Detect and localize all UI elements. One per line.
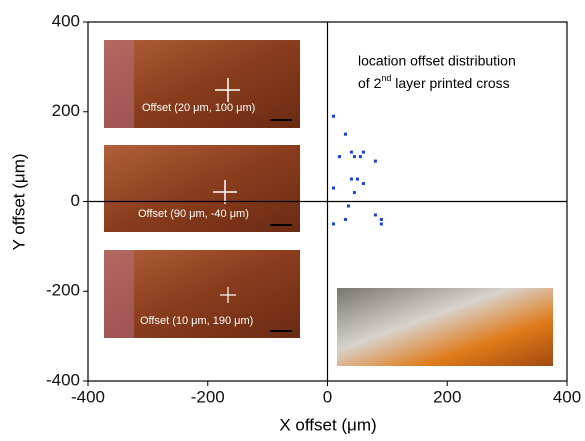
x-axis-label: X offset (μm): [279, 415, 376, 434]
annotation-part: of 2: [358, 75, 382, 91]
point: [349, 177, 353, 181]
point: [349, 150, 353, 154]
annotation: of 2nd layer printed cross: [358, 73, 510, 90]
point: [343, 217, 347, 221]
point: [358, 155, 362, 159]
y-tick-label: 200: [52, 101, 80, 120]
point: [361, 150, 365, 154]
inset-photo: Offset (10 μm, 190 μm): [104, 250, 300, 338]
x-tick-label: 400: [553, 387, 581, 406]
point: [343, 132, 347, 136]
point: [331, 222, 335, 226]
inset-photo: Offset (20 μm, 100 μm): [104, 40, 300, 128]
x-tick-label: -400: [71, 387, 105, 406]
x-tick-label: 0: [323, 387, 332, 406]
inset-label: Offset (90 μm, -40 μm): [138, 208, 249, 220]
annotation: location offset distribution: [358, 53, 516, 69]
y-tick-label: 400: [52, 11, 80, 30]
point: [355, 177, 359, 181]
y-tick-label: -400: [46, 370, 80, 389]
point: [331, 114, 335, 118]
point: [373, 213, 377, 217]
point: [361, 182, 365, 186]
point: [379, 222, 383, 226]
machine-photo: [337, 288, 553, 366]
point: [352, 155, 356, 159]
annotation-part: layer printed cross: [391, 75, 509, 91]
y-tick-label: -200: [46, 281, 80, 300]
point: [373, 159, 377, 163]
point: [379, 217, 383, 221]
point: [337, 155, 341, 159]
point: [346, 204, 350, 208]
inset-photo: Offset (90 μm, -40 μm): [104, 145, 300, 232]
annotation-sup: nd: [381, 73, 391, 83]
y-axis-label: Y offset (μm): [9, 153, 28, 250]
inset-label: Offset (20 μm, 100 μm): [142, 102, 255, 114]
x-tick-label: -200: [191, 387, 225, 406]
x-tick-label: 200: [433, 387, 461, 406]
point: [331, 186, 335, 190]
y-tick-label: 0: [71, 191, 80, 210]
inset-label: Offset (10 μm, 190 μm): [140, 315, 253, 327]
point: [352, 191, 356, 195]
